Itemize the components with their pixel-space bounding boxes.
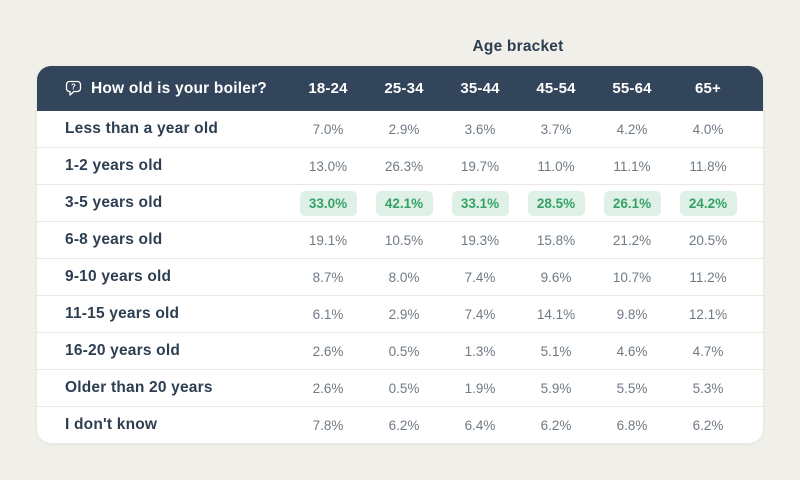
column-header-45-54: 45-54 [536,80,576,97]
value-cell: 6.2% [540,417,572,433]
value-cell: 9.8% [616,306,648,322]
column-header-35-44: 35-44 [460,80,500,97]
value-cell: 11.1% [613,158,651,174]
value-cell: 20.5% [688,232,728,248]
column-header-65plus: 65+ [694,80,722,97]
value-cell: 0.5% [388,343,420,359]
value-cell: 5.1% [540,343,572,359]
table-row: 11-15 years old 6.1% 2.9% 7.4% 14.1% 9.8% 12.1… [37,296,763,333]
table-row: 9-10 years old 8.7% 8.0% 7.4% 9.6% 10.7% 11.2% [37,259,763,296]
value-cell: 10.5% [384,232,424,248]
table-row: 3-5 years old 33.0% 42.1% 33.1% 28.5% 26.1% 24… [37,185,763,222]
row-label: 3-5 years old [65,194,163,211]
table-row: 1-2 years old 13.0% 26.3% 19.7% 11.0% 11.1% 11… [37,148,763,185]
value-cell: 26.3% [384,158,424,174]
value-cell: 1.9% [464,380,496,396]
value-cell: 11.8% [689,158,727,174]
value-cell: 4.0% [692,121,724,137]
table-row: 6-8 years old 19.1% 10.5% 19.3% 15.8% 21.2% 20… [37,222,763,259]
value-cell: 6.2% [388,417,420,433]
table-header-row: ? How old is your boiler? 18-24 25-34 35-4… [37,66,763,111]
row-label: Less than a year old [65,120,219,137]
value-cell: 19.7% [460,158,500,174]
row-label: 16-20 years old [65,342,181,359]
highlighted-value-cell: 33.0% [290,190,366,216]
value-cell: 8.7% [312,269,344,285]
value-cell: 14.1% [536,306,576,322]
table-question-cell: ? How old is your boiler? [65,80,290,98]
value-cell: 6.8% [616,417,648,433]
column-header-18-24: 18-24 [308,80,348,97]
value-cell: 5.3% [692,380,724,396]
table-row: Older than 20 years 2.6% 0.5% 1.9% 5.9% 5.5% 5… [37,370,763,407]
value-cell: 2.9% [388,306,420,322]
row-label: 9-10 years old [65,268,172,285]
value-cell: 9.6% [540,269,572,285]
value-cell: 0.5% [388,380,420,396]
value-cell: 19.1% [308,232,348,248]
value-cell: 7.4% [464,306,496,322]
highlighted-value-cell: 28.5% [518,190,594,216]
question-bubble-icon: ? [65,80,82,97]
highlighted-value-cell: 42.1% [366,190,442,216]
value-cell: 21.2% [612,232,652,248]
table-row: I don't know 7.8% 6.2% 6.4% 6.2% 6.8% 6.2% [37,407,763,443]
value-cell: 7.4% [464,269,496,285]
value-cell: 15.8% [536,232,576,248]
value-cell: 11.0% [537,158,575,174]
value-cell: 2.6% [312,343,344,359]
row-label: 1-2 years old [65,157,163,174]
boiler-age-table: ? How old is your boiler? 18-24 25-34 35-4… [37,66,763,443]
age-bracket-title: Age bracket [472,38,564,55]
value-cell: 1.3% [464,343,496,359]
column-header-25-34: 25-34 [384,80,424,97]
value-cell: 3.6% [464,121,496,137]
table-question-label: How old is your boiler? [91,79,267,97]
value-cell: 4.7% [692,343,724,359]
value-cell: 6.4% [464,417,496,433]
value-cell: 19.3% [460,232,500,248]
svg-text:?: ? [71,82,76,91]
value-cell: 12.1% [688,306,728,322]
value-cell: 6.1% [312,306,344,322]
value-cell: 2.9% [388,121,420,137]
value-cell: 3.7% [540,121,572,137]
row-label: 6-8 years old [65,231,163,248]
value-cell: 10.7% [612,269,652,285]
table-row: 16-20 years old 2.6% 0.5% 1.3% 5.1% 4.6% 4.7% [37,333,763,370]
value-cell: 5.5% [616,380,648,396]
value-cell: 2.6% [312,380,344,396]
value-cell: 6.2% [692,417,724,433]
highlighted-value-cell: 24.2% [670,190,746,216]
row-label: Older than 20 years [65,379,213,396]
value-cell: 5.9% [540,380,572,396]
table-row: Less than a year old 7.0% 2.9% 3.6% 3.7% 4.2%… [37,111,763,148]
row-label: 11-15 years old [65,305,180,322]
value-cell: 13.0% [308,158,348,174]
value-cell: 11.2% [689,269,727,285]
value-cell: 7.8% [312,417,344,433]
row-label: I don't know [65,416,158,433]
value-cell: 8.0% [388,269,420,285]
highlighted-value-cell: 33.1% [442,190,518,216]
column-header-55-64: 55-64 [612,80,652,97]
highlighted-value-cell: 26.1% [594,190,670,216]
value-cell: 4.2% [616,121,648,137]
table-body: Less than a year old 7.0% 2.9% 3.6% 3.7% 4.2%… [37,111,763,443]
value-cell: 7.0% [312,121,344,137]
value-cell: 4.6% [616,343,648,359]
